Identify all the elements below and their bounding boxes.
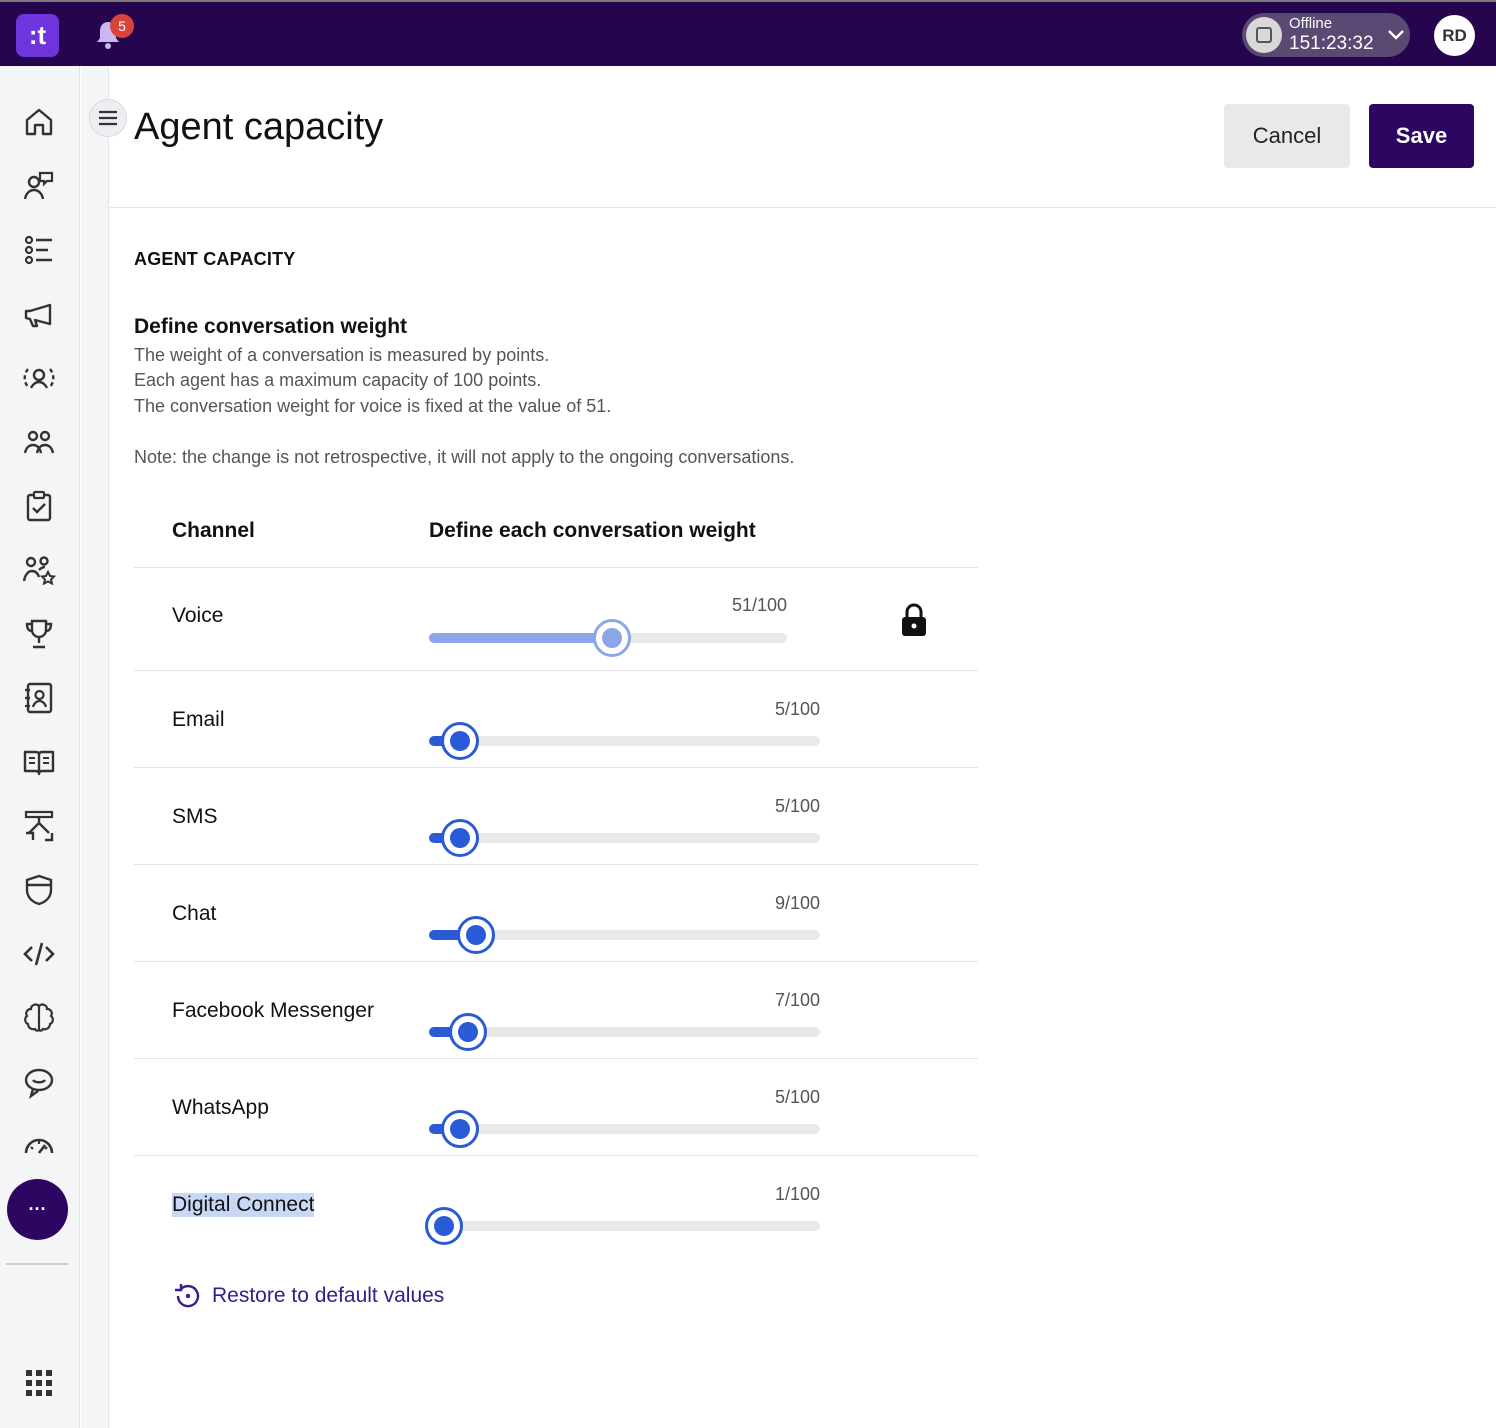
column-header-weight: Define each conversation weight [429, 519, 756, 542]
tasks-icon[interactable] [22, 489, 56, 523]
section-title: AGENT CAPACITY [134, 249, 296, 269]
cancel-button[interactable]: Cancel [1224, 104, 1350, 168]
channel-name: Email [172, 708, 225, 731]
chevron-down-icon [1388, 30, 1404, 40]
weight-value: 1/100 [774, 1184, 820, 1204]
header-divider [110, 207, 1496, 208]
weight-slider-fill [429, 633, 612, 643]
weight-value: 5/100 [774, 699, 820, 719]
weight-slider-track[interactable] [429, 1027, 820, 1037]
weight-slider-handle[interactable] [425, 1207, 463, 1245]
agent-status-dropdown[interactable]: Offline 151:23:32 [1242, 13, 1410, 57]
sidebar-gutter [81, 66, 109, 1428]
channel-name: SMS [172, 805, 218, 828]
channel-name: Chat [172, 902, 217, 925]
row-divider [134, 1058, 978, 1059]
weight-slider-fill [429, 1027, 468, 1037]
weight-slider-track[interactable] [429, 736, 820, 746]
restore-icon [175, 1284, 200, 1308]
weight-slider-track[interactable] [429, 833, 820, 843]
skills-icon[interactable] [22, 553, 57, 587]
status-label: Offline [1289, 15, 1333, 32]
chat-bot-icon[interactable] [22, 1065, 56, 1099]
trophy-icon[interactable] [22, 617, 56, 651]
weight-slider-handle[interactable] [457, 916, 495, 954]
notification-badge: 5 [110, 14, 134, 38]
description-line: Each agent has a maximum capacity of 100… [134, 370, 542, 390]
weight-slider-handle[interactable] [441, 819, 479, 857]
row-divider [134, 767, 978, 768]
offline-status-icon [1246, 17, 1282, 53]
subsection-title: Define conversation weight [134, 315, 408, 338]
campaigns-icon[interactable] [22, 297, 56, 331]
row-divider [134, 670, 978, 671]
note-text: Note: the change is not retrospective, i… [134, 447, 795, 467]
weight-value: 51/100 [731, 595, 787, 615]
lock-icon [902, 603, 926, 636]
knowledge-base-icon[interactable] [22, 745, 56, 779]
weight-value: 9/100 [774, 893, 820, 913]
contacts-icon[interactable] [22, 681, 56, 715]
weight-value: 5/100 [774, 796, 820, 816]
app-logo[interactable]: :t [16, 14, 59, 57]
description-line: The weight of a conversation is measured… [134, 345, 550, 365]
weight-value: 5/100 [774, 1087, 820, 1107]
apps-grid-icon[interactable] [22, 1366, 56, 1400]
channel-name: Digital Connect [172, 1193, 315, 1217]
row-divider [134, 864, 978, 865]
ai-brain-icon[interactable] [22, 1001, 56, 1035]
sidebar: ··· [0, 66, 80, 1428]
channel-name: WhatsApp [172, 1096, 269, 1119]
channel-name: Facebook Messenger [172, 999, 374, 1022]
page-title: Agent capacity [134, 106, 384, 148]
menu-icon [99, 110, 117, 126]
workflow-icon[interactable] [22, 809, 56, 843]
weight-value: 7/100 [774, 990, 820, 1010]
top-bar: :t 5 Offline 151:23:32 RD [0, 0, 1496, 66]
weight-slider-fill [429, 930, 476, 940]
conversations-icon[interactable] [22, 169, 56, 203]
weight-slider-handle[interactable] [441, 722, 479, 760]
home-icon[interactable] [22, 105, 56, 139]
weight-slider-track[interactable] [429, 1221, 820, 1231]
shield-icon[interactable] [22, 873, 56, 907]
save-button[interactable]: Save [1369, 104, 1474, 168]
row-divider [134, 1155, 978, 1156]
weight-slider-handle [592, 619, 631, 657]
description-line: The conversation weight for voice is fix… [134, 396, 612, 416]
queue-list-icon[interactable] [22, 233, 56, 267]
column-header-channel: Channel [172, 519, 255, 542]
restore-label: Restore to default values [212, 1284, 445, 1307]
weight-slider-track[interactable] [429, 1124, 820, 1134]
restore-defaults-link[interactable]: Restore to default values [172, 1281, 444, 1311]
sidebar-divider [6, 1263, 68, 1265]
teams-icon[interactable] [22, 425, 56, 459]
channel-name: Voice [172, 604, 224, 627]
avatar[interactable]: RD [1434, 15, 1475, 56]
row-divider [134, 961, 978, 962]
code-icon[interactable] [22, 937, 56, 971]
dashboard-gauge-icon[interactable] [22, 1129, 56, 1163]
more-button[interactable]: ··· [7, 1179, 68, 1240]
weight-slider-track[interactable] [429, 930, 820, 940]
weight-slider-handle[interactable] [441, 1110, 479, 1148]
agent-icon[interactable] [22, 361, 56, 395]
weight-slider-handle[interactable] [449, 1013, 487, 1051]
status-timer: 151:23:32 [1289, 33, 1374, 54]
collapse-menu-button[interactable] [89, 99, 127, 137]
row-divider [134, 567, 978, 568]
